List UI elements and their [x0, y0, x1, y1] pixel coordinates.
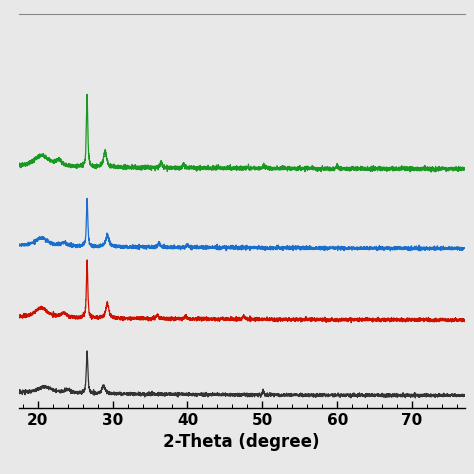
- X-axis label: 2-Theta (degree): 2-Theta (degree): [164, 433, 320, 451]
